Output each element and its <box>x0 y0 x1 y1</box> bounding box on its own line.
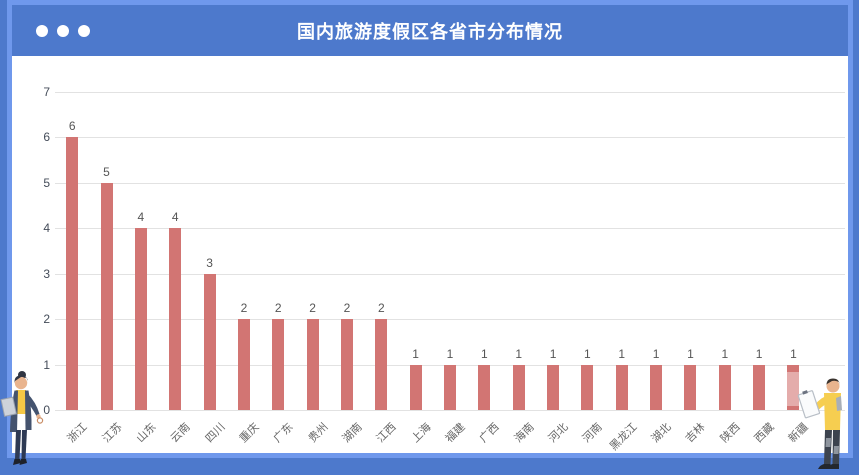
x-axis-category-label: 湖北 <box>649 421 674 446</box>
bar-value-label: 2 <box>377 301 385 315</box>
bar-value-label: 1 <box>721 346 729 361</box>
bar <box>753 364 766 410</box>
y-gridline <box>55 182 845 184</box>
bar-value-label: 1 <box>755 346 763 361</box>
x-axis-category-label: 山东 <box>134 421 159 446</box>
man-with-clipboard-illustration <box>797 378 842 469</box>
bar <box>787 364 800 410</box>
y-axis-tick-label: 1 <box>43 357 50 372</box>
bar-value-label: 6 <box>68 119 76 133</box>
y-gridline <box>55 273 845 275</box>
x-axis-category-label: 上海 <box>409 421 434 446</box>
bar-value-label: 1 <box>446 346 454 361</box>
window-dot-icon <box>36 24 48 37</box>
y-axis-tick-label: 2 <box>43 312 50 326</box>
woman-with-clipboard-illustration <box>0 371 44 465</box>
bar-value-label: 1 <box>481 346 488 361</box>
x-axis-category-label: 广东 <box>271 421 296 446</box>
bar-value-label: 2 <box>274 301 282 315</box>
x-axis-category-label: 江苏 <box>100 421 125 446</box>
bar-value-label: 1 <box>412 346 419 361</box>
x-axis-category-label: 重庆 <box>237 421 262 446</box>
window-titlebar: 国内旅游度假区各省市分布情况 <box>12 5 848 56</box>
bar <box>237 319 250 410</box>
bar <box>100 182 113 410</box>
y-gridline <box>55 228 845 229</box>
window-dot-icon <box>57 24 69 37</box>
bar <box>375 319 388 410</box>
bar-value-label: 5 <box>103 164 110 179</box>
y-gridline <box>55 137 845 138</box>
y-gridline <box>55 319 845 320</box>
bar-value-label: 2 <box>343 301 351 315</box>
bar <box>66 137 79 410</box>
x-axis-category-label: 吉林 <box>684 421 709 446</box>
bar-value-label: 1 <box>584 346 591 361</box>
bar <box>684 364 697 410</box>
chart-window: 国内旅游度假区各省市分布情况 0 1 2 3 4 5 6 7 6 浙江 5 江苏 4 山东 4 云南 3 四川 2 重… <box>7 0 853 458</box>
bar <box>581 364 594 410</box>
x-axis-category-label: 黑龙江 <box>607 421 640 453</box>
bar-value-label: 3 <box>206 255 213 270</box>
bar-value-label: 2 <box>309 301 316 315</box>
bar-value-label: 4 <box>137 210 145 224</box>
bar <box>340 319 353 410</box>
x-axis-category-label: 江西 <box>374 421 399 446</box>
y-axis-tick-label: 4 <box>43 221 50 235</box>
y-axis-tick-label: 0 <box>43 403 50 417</box>
bar <box>478 364 491 410</box>
y-axis-tick-label: 3 <box>43 266 50 281</box>
bar <box>547 364 560 410</box>
bar <box>134 228 147 410</box>
bar-value-label: 4 <box>171 210 179 224</box>
bar-value-label: 1 <box>652 346 660 361</box>
x-axis-category-label: 广西 <box>477 421 502 446</box>
x-axis-category-label: 河北 <box>546 421 571 446</box>
bar <box>409 364 422 410</box>
bar <box>650 364 663 410</box>
bar <box>512 364 525 410</box>
x-axis-category-label: 四川 <box>203 421 228 446</box>
bar <box>306 319 319 410</box>
window-dot-icon <box>78 24 90 37</box>
x-axis-category-label: 西藏 <box>752 421 777 446</box>
x-axis-category-label: 福建 <box>443 421 468 446</box>
bar-value-label: 1 <box>790 346 797 361</box>
bar <box>718 364 731 410</box>
bar <box>272 319 285 410</box>
bar <box>203 273 216 410</box>
x-axis-category-label: 贵州 <box>306 421 331 446</box>
window-dots <box>36 24 90 37</box>
x-axis-category-label: 云南 <box>168 421 193 446</box>
y-axis-tick-label: 6 <box>43 130 50 144</box>
chart-title: 国内旅游度假区各省市分布情况 <box>297 21 563 42</box>
bar-chart-plot-area: 0 1 2 3 4 5 6 7 6 浙江 5 江苏 4 山东 4 云南 3 四川 2 重庆 2 广东 2 贵州 2 湖南 2 江西 1 上… <box>12 56 848 453</box>
x-axis-category-label: 湖南 <box>340 421 365 446</box>
bar <box>169 228 182 410</box>
x-axis-category-label: 海南 <box>512 421 537 446</box>
bar <box>444 364 456 410</box>
y-gridline <box>55 91 845 93</box>
bar-value-label: 1 <box>515 346 523 361</box>
bar-value-label: 1 <box>549 346 557 361</box>
bar-value-label: 1 <box>687 346 694 361</box>
bar-value-label: 2 <box>240 301 248 315</box>
y-gridline <box>55 410 845 411</box>
x-axis-category-label: 河南 <box>580 421 606 446</box>
x-axis-category-label: 陕西 <box>718 421 743 446</box>
bar-value-label: 1 <box>618 346 626 361</box>
y-axis-tick-label: 7 <box>43 84 50 99</box>
x-axis-category-label: 浙江 <box>65 421 90 446</box>
y-axis-tick-label: 5 <box>43 175 50 190</box>
bar <box>615 364 628 410</box>
